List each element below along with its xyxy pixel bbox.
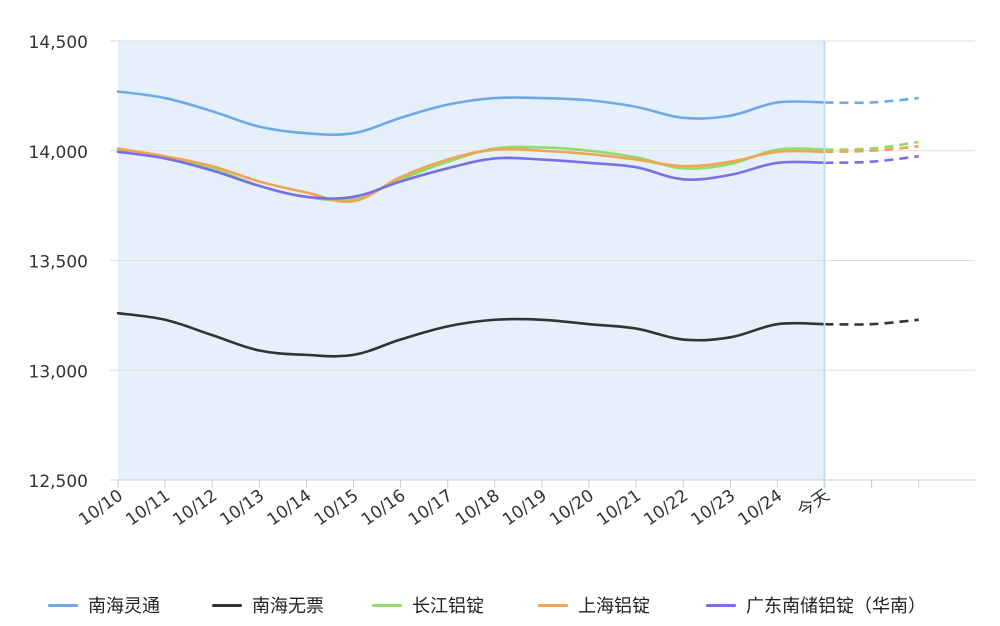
- x-axis: 10/1010/1110/1210/1310/1410/1510/1610/17…: [75, 479, 975, 530]
- series-line-forecast: [824, 96, 919, 105]
- series-line-solid: [116, 90, 826, 137]
- legend-item[interactable]: 上海铝锭: [538, 588, 650, 622]
- x-tick-label: 10/11: [122, 486, 174, 530]
- legend-swatch: [48, 603, 78, 607]
- y-axis-ticks: 12,500 13,000 13,500 14,000 14,500: [29, 33, 88, 492]
- legend-label: 南海无票: [252, 596, 324, 617]
- x-tick-label: 10/13: [217, 486, 269, 530]
- series-line-forecast: [824, 140, 919, 151]
- x-tick-label: 10/16: [358, 486, 410, 530]
- x-tick-label: 10/12: [169, 486, 221, 530]
- series-line-solid: [116, 311, 826, 358]
- legend-label: 长江铝锭: [412, 596, 484, 617]
- legend-label: 南海灵通: [88, 596, 160, 617]
- legend: 南海灵通 南海无票 长江铝锭 上海铝锭 广东南储铝锭（华南）: [0, 588, 1000, 622]
- series-line-solid: [116, 147, 826, 204]
- series-layer: [116, 90, 919, 358]
- legend-swatch: [372, 603, 402, 607]
- y-tick-label: 14,000: [29, 143, 88, 163]
- legend-swatch: [212, 603, 242, 607]
- x-tick-label: 10/24: [735, 486, 787, 530]
- x-tick-label: 10/20: [546, 486, 598, 530]
- y-tick-label: 14,500: [29, 33, 88, 53]
- series-line-forecast: [824, 318, 919, 326]
- series-line-forecast: [824, 145, 919, 154]
- legend-label: 上海铝锭: [578, 596, 650, 617]
- x-tick-label: 10/15: [311, 486, 363, 530]
- x-tick-label: 10/10: [75, 486, 127, 530]
- x-tick-label: 10/21: [593, 486, 645, 530]
- series-line-forecast: [824, 154, 919, 165]
- y-tick-label: 13,500: [29, 253, 88, 273]
- x-tick-label: 10/14: [264, 486, 316, 530]
- x-tick-label: 10/19: [499, 486, 551, 530]
- y-tick-label: 12,500: [29, 472, 88, 492]
- x-tick-label: 10/23: [688, 486, 740, 530]
- legend-item[interactable]: 广东南储铝锭（华南）: [706, 588, 926, 622]
- y-tick-label: 13,000: [29, 362, 88, 382]
- legend-item[interactable]: 长江铝锭: [372, 588, 484, 622]
- x-tick-label: 10/17: [405, 486, 457, 530]
- legend-swatch: [706, 603, 736, 607]
- legend-label: 广东南储铝锭（华南）: [746, 596, 926, 617]
- legend-item[interactable]: 南海灵通: [48, 588, 160, 622]
- legend-swatch: [538, 603, 568, 607]
- legend-item[interactable]: 南海无票: [212, 588, 324, 622]
- x-tick-label: 今天: [794, 486, 833, 522]
- x-tick-label: 10/22: [640, 486, 692, 530]
- x-tick-label: 10/18: [452, 486, 504, 530]
- series-line-solid: [116, 150, 826, 200]
